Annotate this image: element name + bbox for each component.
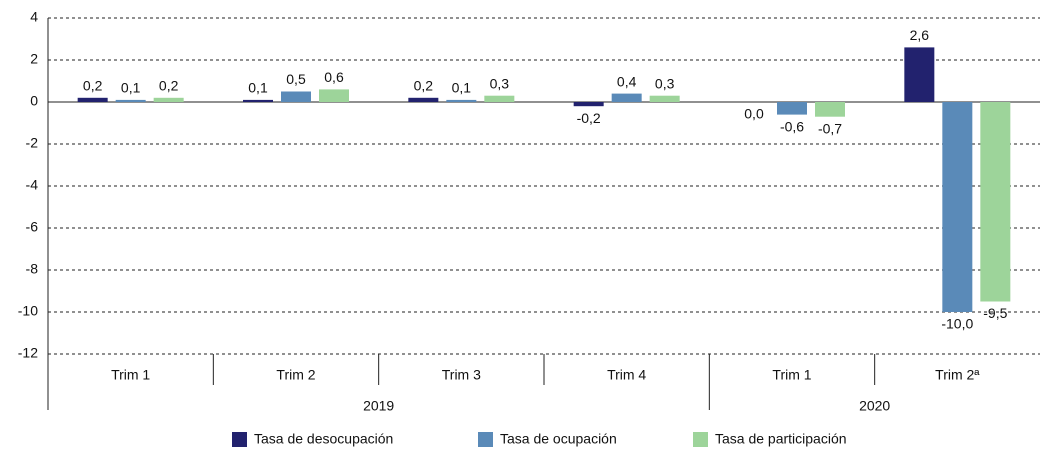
bar <box>484 95 515 102</box>
legend-label: Tasa de desocupación <box>254 431 393 447</box>
bar <box>408 97 439 102</box>
value-label: 0,1 <box>248 80 268 96</box>
bar <box>777 102 807 115</box>
bar <box>942 102 973 312</box>
bar <box>243 99 273 102</box>
x-group-label: 2020 <box>859 398 890 414</box>
value-label: 0,0 <box>744 106 764 122</box>
x-tick-label: Trim 1 <box>111 367 150 383</box>
value-label: 0,6 <box>324 69 344 85</box>
x-tick-label: Trim 2 <box>276 367 315 383</box>
bar <box>815 102 845 117</box>
legend-swatch <box>693 432 708 447</box>
bar <box>153 97 184 102</box>
x-tick-label: Trim 1 <box>772 367 811 383</box>
bar <box>115 99 146 102</box>
value-label: -9,5 <box>983 305 1007 321</box>
bar <box>573 102 604 107</box>
value-label: 0,1 <box>452 80 472 96</box>
y-tick-label: -2 <box>26 135 39 151</box>
value-label: -0,6 <box>780 118 804 134</box>
bar <box>319 89 349 102</box>
bar <box>611 93 642 102</box>
y-tick-label: 0 <box>30 93 38 109</box>
value-label: 0,2 <box>83 78 103 94</box>
value-label: -10,0 <box>941 316 973 332</box>
y-tick-label: 4 <box>30 9 38 25</box>
x-tick-label: Trim 3 <box>442 367 481 383</box>
value-label: -0,7 <box>818 120 842 136</box>
value-label: 0,1 <box>121 80 141 96</box>
bar <box>904 47 935 102</box>
y-tick-label: -12 <box>18 345 38 361</box>
value-label: 0,5 <box>286 71 306 87</box>
bar <box>77 97 108 102</box>
bar <box>649 95 680 102</box>
y-tick-label: -8 <box>26 261 39 277</box>
value-label: 0,4 <box>617 73 637 89</box>
legend-swatch <box>232 432 247 447</box>
y-tick-label: -4 <box>26 177 39 193</box>
value-label: 0,2 <box>414 78 434 94</box>
bar <box>281 91 311 102</box>
y-tick-label: -10 <box>18 303 38 319</box>
bar <box>446 99 477 102</box>
legend-label: Tasa de ocupación <box>500 431 617 447</box>
value-label: 2,6 <box>910 27 930 43</box>
value-label: 0,3 <box>655 75 675 91</box>
y-tick-label: -6 <box>26 219 39 235</box>
bar <box>980 102 1011 302</box>
legend-swatch <box>478 432 493 447</box>
x-tick-label: Trim 2ª <box>935 367 980 383</box>
y-tick-label: 2 <box>30 51 38 67</box>
value-label: 0,2 <box>159 78 179 94</box>
x-tick-label: Trim 4 <box>607 367 646 383</box>
value-label: -0,2 <box>577 110 601 126</box>
value-label: 0,3 <box>490 75 510 91</box>
legend-label: Tasa de participación <box>715 431 847 447</box>
x-group-label: 2019 <box>363 398 394 414</box>
